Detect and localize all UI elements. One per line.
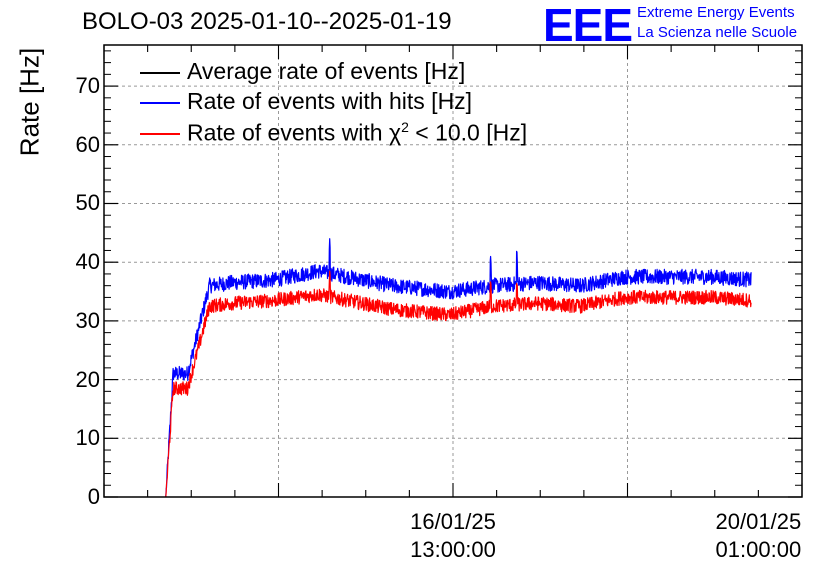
axis-ticks — [103, 45, 803, 498]
x-tick-time: 13:00:00 — [410, 537, 496, 562]
grid-lines — [104, 45, 802, 497]
x-tick-date: 20/01/25 — [715, 509, 802, 534]
y-tick-label: 50 — [75, 190, 100, 216]
y-tick-label: 0 — [87, 484, 100, 509]
x-tick-label: 16/01/25 13:00:00 — [393, 508, 513, 564]
series-line-0 — [165, 238, 752, 498]
y-tick-label: 70 — [75, 73, 100, 99]
logo-line-2: La Scienza nelle Scuole — [637, 24, 798, 41]
y-tick-label: 40 — [75, 249, 100, 275]
series-line-1 — [165, 270, 752, 498]
legend-entry-average: Average rate of events [Hz] — [187, 58, 466, 84]
x-tick-time: 01:00:00 — [715, 537, 802, 562]
x-tick-label: 20/01/25 01:00:00 — [698, 508, 818, 564]
y-axis-label: Rate [Hz] — [14, 47, 45, 157]
logo-line-1: Extreme Energy Events — [637, 4, 795, 21]
y-tick-label: 30 — [75, 307, 100, 333]
legend-entry-hits: Rate of events with hits [Hz] — [187, 88, 473, 114]
eee-logo: EEE — [543, 0, 633, 51]
y-tick-label: 20 — [75, 366, 100, 392]
y-tick-label: 60 — [75, 131, 100, 157]
y-tick-label: 10 — [75, 425, 100, 451]
chart-title: BOLO-03 2025-01-10--2025-01-19 — [82, 8, 452, 35]
series-layer — [165, 238, 752, 498]
legend-entry-chi2: Rate of events with χ2 < 10.0 [Hz] — [187, 119, 528, 146]
legend-lines — [140, 72, 180, 135]
x-tick-date: 16/01/25 — [410, 509, 496, 534]
